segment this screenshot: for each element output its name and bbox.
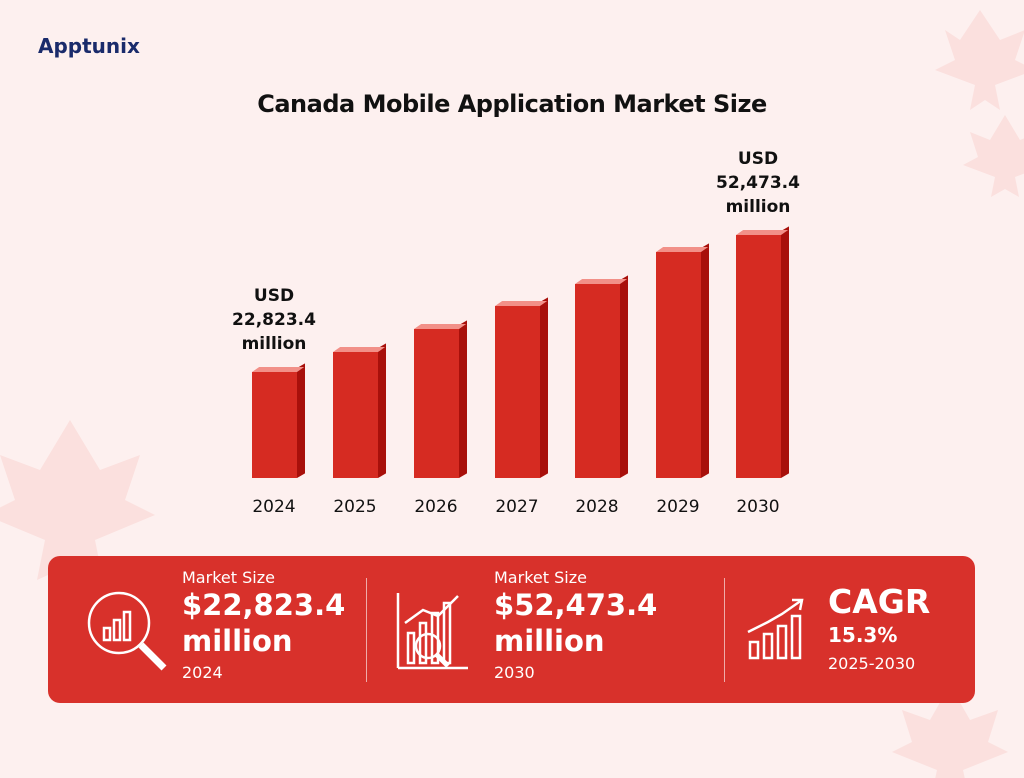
bar [655,243,709,478]
stat-year: 2030 [494,663,535,682]
stat-amount: CAGR [828,582,931,621]
stat-year: 2024 [182,663,223,682]
logo: Apptunix [38,34,140,58]
bar [494,297,548,478]
bar [735,226,789,478]
bar [413,320,467,478]
x-tick-label: 2027 [495,497,539,517]
x-tick-label: 2028 [575,497,619,517]
icon-magnifier [87,591,167,671]
x-tick-label: 2026 [414,497,458,517]
stat-unit: 15.3% [828,623,898,647]
x-tick-label: 2025 [333,497,377,517]
stat-label: Market Size [494,568,587,587]
stat-amount: $52,473.4 [494,588,658,622]
divider [366,578,367,682]
value-label: USD 22,823.4 million [232,286,316,355]
stat-year: 2025-2030 [828,654,916,673]
stat-unit: million [182,624,293,658]
x-tick-label: 2030 [736,497,780,517]
stat-label: Market Size [182,568,275,587]
icon-growth [747,598,804,660]
stat-unit: million [494,624,605,658]
stat: CAGR 15.3% 2025-2030 [828,582,931,674]
x-tick-label: 2029 [656,497,700,517]
bar [251,363,305,478]
stat: Market Size $52,473.4 million 2030 [494,568,657,682]
value-label: USD 52,473.4 million [716,149,800,217]
icon-chart-search [396,593,468,670]
stats-panel: Market Size $22,823.4 million 2024 Market Si… [48,556,975,703]
bar [332,342,386,478]
divider [724,578,725,682]
stat: Market Size $22,823.4 million 2024 [182,568,345,682]
x-tick-label: 2024 [252,497,296,517]
bar [574,275,628,478]
chart-title: Canada Mobile Application Market Size [257,90,767,118]
stat-amount: $22,823.4 [182,588,346,622]
